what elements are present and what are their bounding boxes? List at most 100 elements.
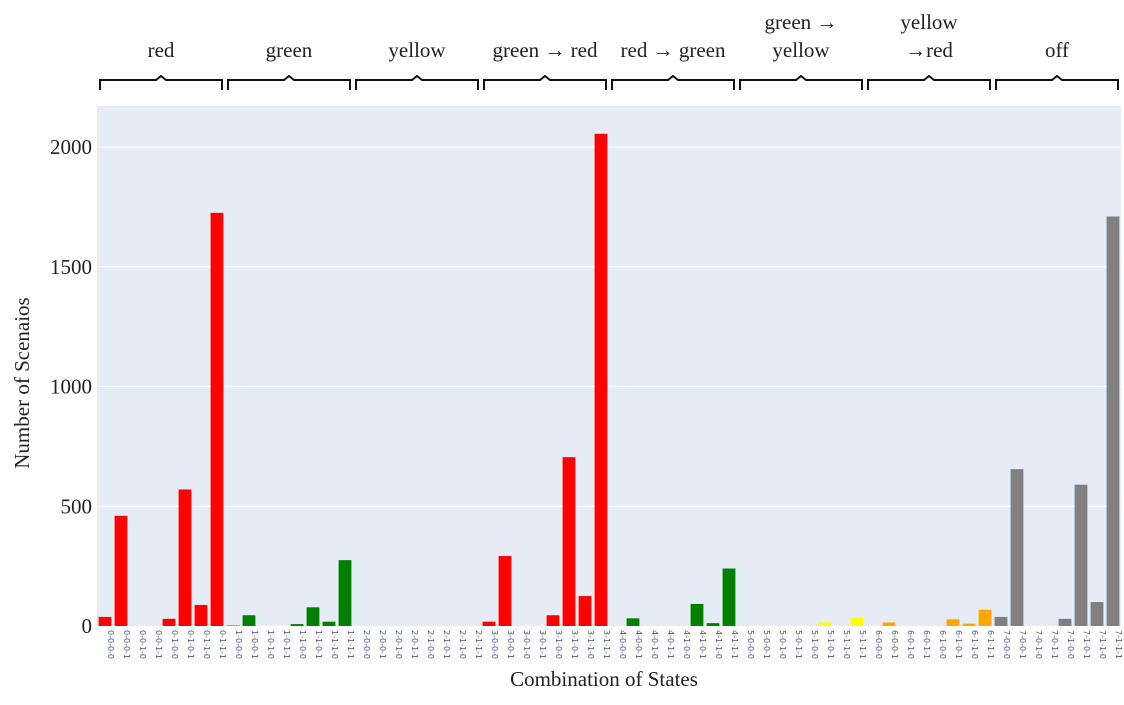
group-brace [995,74,1119,90]
x-axis-title: Combination of States [510,667,698,691]
x-tick-label: 1-1-0-1 [314,630,323,659]
x-tick-label: 5-1-1-1 [858,630,867,659]
x-tick-label: 4-1-1-1 [730,630,739,659]
bars [98,133,1120,627]
x-tick-label: 7-0-0-0 [1002,630,1011,659]
bar [850,617,864,626]
group-brace [867,74,991,90]
bar [578,596,592,626]
y-axis-title: Number of Scenaios [10,297,34,468]
bar [706,623,720,626]
x-tick-label: 3-1-0-0 [554,630,563,659]
group-annotations: red green yellow green → red red → green gree… [99,10,1119,90]
bar [482,621,496,626]
x-tick-label: 2-1-0-0 [426,630,435,659]
group-label: red [148,38,175,62]
plot-background [97,106,1121,626]
y-tick-label: 0 [82,614,93,638]
x-tick-label: 4-0-1-0 [650,630,659,659]
bar [1106,216,1120,626]
y-tick-label: 1000 [50,375,92,399]
group-brace [611,74,735,90]
x-tick-label: 6-1-1-1 [986,630,995,659]
x-tick-label: 4-1-1-0 [714,630,723,659]
x-tick-label: 0-1-0-1 [186,630,195,659]
x-tick-label: 7-1-0-1 [1082,630,1091,659]
group-label: red → green [621,38,726,62]
bar [562,457,576,626]
x-tick-label: 0-0-1-0 [138,630,147,659]
bar [946,619,960,626]
x-tick-label: 5-0-1-0 [778,630,787,659]
bar [1058,618,1072,626]
x-tick-label: 4-0-0-0 [618,630,627,659]
group-brace [739,74,863,90]
x-tick-label: 1-1-0-0 [298,630,307,659]
y-tick-label: 1500 [50,255,92,279]
x-tick-label: 2-0-0-1 [378,630,387,659]
bar [546,615,560,626]
bar [210,212,224,627]
bar [98,616,112,626]
x-tick-label: 5-0-1-1 [794,630,803,659]
x-tick-label: 6-1-1-0 [970,630,979,659]
x-tick-label: 1-0-0-1 [250,630,259,659]
x-tick-label: 5-0-0-1 [762,630,771,659]
x-tick-label: 2-1-1-0 [458,630,467,659]
x-tick-label: 3-1-1-0 [586,630,595,659]
x-tick-label: 1-1-1-0 [330,630,339,659]
x-tick-label: 7-0-0-1 [1018,630,1027,659]
group-label: off [1045,38,1069,62]
x-tick-label: 1-0-0-0 [234,630,243,659]
x-tick-label: 4-1-0-0 [682,630,691,659]
x-tick-label: 7-1-0-0 [1066,630,1075,659]
bar [338,560,352,626]
x-tick-label: 6-0-0-1 [890,630,899,659]
x-tick-label: 6-1-0-0 [938,630,947,659]
y-tick-label: 2000 [50,135,92,159]
x-tick-label: 6-1-0-1 [954,630,963,659]
bar [306,607,320,626]
x-tick-label: 3-0-0-0 [490,630,499,659]
bar [114,515,128,626]
bar [1074,484,1088,626]
x-tick-label: 0-1-1-0 [202,630,211,659]
x-tick-label: 5-1-0-1 [826,630,835,659]
x-tick-label: 3-1-0-1 [570,630,579,659]
x-tick-label: 2-0-0-0 [362,630,371,659]
bar [322,621,336,626]
group-label: yellow [388,38,446,62]
bar [882,622,896,626]
x-tick-label: 5-0-0-0 [746,630,755,659]
x-tick-label: 2-1-1-1 [474,630,483,659]
x-tick-label: 7-1-1-1 [1114,630,1123,659]
x-tick-label: 4-0-0-1 [634,630,643,659]
bar [626,618,640,626]
x-tick-label: 7-0-1-0 [1034,630,1043,659]
x-tick-label: 3-0-0-1 [506,630,515,659]
bar [962,623,976,626]
y-tick-label: 500 [61,494,93,518]
x-tick-label: 4-1-0-1 [698,630,707,659]
x-tick-label: 6-0-1-0 [906,630,915,659]
x-tick-label: 0-1-1-1 [218,630,227,659]
bar [818,622,832,626]
x-tick-label: 6-0-1-1 [922,630,931,659]
bar [194,604,208,626]
x-tick-label: 1-0-1-0 [266,630,275,659]
x-axis-ticks: 0-0-0-0 0-0-0-1 0-0-1-0 0-0-1-1 0-1-0-0 0-1-0… [106,630,1123,659]
y-axis-ticks: 0 500 1000 1500 2000 [50,135,92,638]
group-label: green → yellow [765,10,838,62]
x-tick-label: 0-0-0-1 [122,630,131,659]
x-tick-label: 0-0-1-1 [154,630,163,659]
group-brace [99,74,223,90]
x-tick-label: 0-1-0-0 [170,630,179,659]
x-tick-label: 5-1-1-0 [842,630,851,659]
group-brace [227,74,351,90]
x-tick-label: 1-1-1-1 [346,630,355,659]
group-brace [355,74,479,90]
bar [978,609,992,626]
group-brace [483,74,607,90]
x-tick-label: 2-0-1-1 [410,630,419,659]
